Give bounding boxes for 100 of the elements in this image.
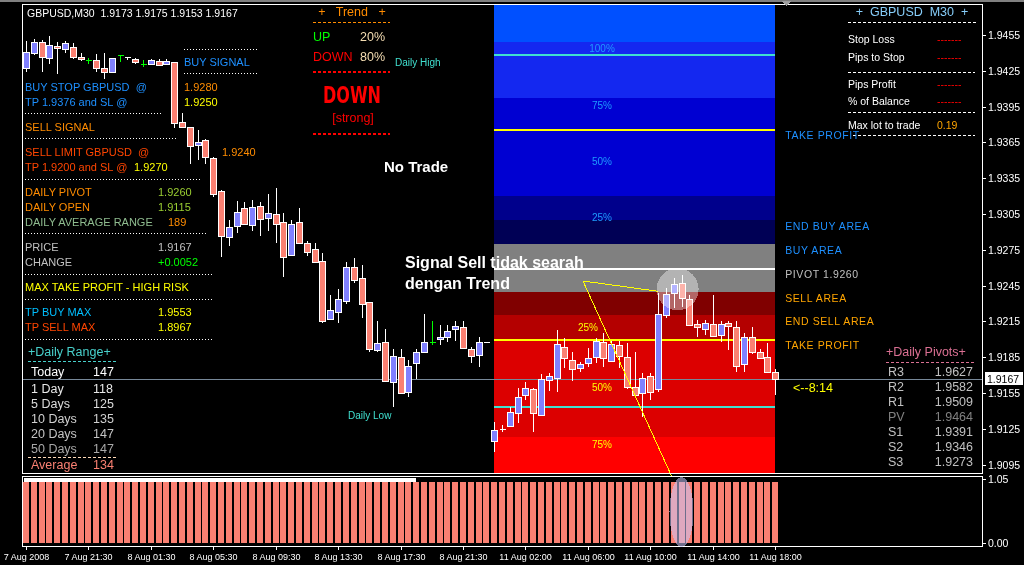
annotation: 1.9553	[158, 306, 192, 318]
annotation: PV	[888, 410, 906, 424]
annotation: S3	[888, 455, 904, 469]
annotation: +Daily Pivots+	[886, 345, 966, 359]
y-tick-label: 1.9365	[988, 136, 1021, 149]
annotation: 10 Days	[31, 412, 77, 426]
y-tick-label: 1.9395	[988, 100, 1021, 113]
annotation: 20 Days	[31, 427, 77, 441]
annotation: +0.0052	[158, 256, 199, 268]
y-tick-label: 1.9155	[988, 387, 1021, 400]
annotation: Today	[31, 365, 66, 379]
annotation: + Trend +	[318, 5, 386, 19]
annotation: 100%	[589, 42, 615, 54]
annotation: 118	[93, 382, 113, 396]
y-tick-label: 1.9095	[988, 458, 1021, 471]
annotation: UP	[313, 30, 331, 44]
annotation: 1.9273	[934, 455, 974, 469]
annotation: DAILY PIVOT	[25, 186, 93, 198]
candlestick	[585, 347, 592, 368]
y-tick-label: 1.05	[988, 473, 1009, 486]
candlestick	[429, 320, 436, 346]
band-label: END BUY AREA	[785, 220, 870, 232]
annotation: <--8:14	[793, 381, 833, 395]
y-tick-label: 1.9125	[988, 422, 1021, 435]
x-tick-label: 7 Aug 21:30	[64, 552, 113, 562]
annotation: MAX TAKE PROFIT - HIGH RISK	[25, 281, 190, 293]
annotation: 147	[93, 427, 114, 441]
ref-line-label: 1.9167	[987, 372, 1020, 385]
annotation: +Daily Range+	[28, 345, 111, 359]
ref-line-label: TAKE PROFIT	[785, 129, 860, 142]
y-tick-label: 1.9335	[988, 172, 1021, 185]
annotation: 1.9270	[134, 161, 168, 173]
y-tick-label: 0.00	[988, 536, 1009, 549]
x-tick-label: 8 Aug 17:30	[377, 552, 426, 562]
annotation: DAILY OPEN	[25, 201, 91, 213]
annotation: 1 Day	[31, 382, 65, 396]
x-tick-label: 8 Aug 09:30	[252, 552, 301, 562]
annotation: DOWN	[313, 50, 353, 64]
annotation: Daily High	[395, 56, 441, 68]
annotation: 1.9280	[184, 81, 218, 93]
annotation: + GBPUSD M30 +	[855, 5, 969, 19]
annotation: [strong]	[332, 111, 374, 125]
annotation: SELL LIMIT GBPUSD @	[25, 146, 150, 158]
band-label: END SELL AREA	[785, 315, 875, 328]
x-tick-label: 8 Aug 05:30	[189, 552, 238, 562]
annotation: 5 Days	[31, 397, 70, 411]
y-tick-label: 1.9455	[988, 29, 1021, 42]
annotation: 25%	[577, 321, 599, 333]
x-tick-label: 11 Aug 02:00	[499, 552, 552, 562]
annotation: 1.9240	[222, 146, 256, 158]
annotation: R3	[888, 365, 905, 379]
x-tick-label: 11 Aug 10:00	[624, 552, 677, 562]
annotation: TP 1.9200 and SL @	[25, 161, 128, 173]
y-tick-label: 1.9305	[988, 208, 1021, 221]
annotation: 25%	[591, 211, 613, 223]
annotation: 75%	[591, 438, 613, 450]
annotation: -------	[937, 78, 962, 90]
annotation: Max lot to trade	[848, 119, 921, 131]
annotation: DOWN	[323, 82, 407, 108]
annotation: DAILY AVERAGE RANGE	[25, 216, 153, 228]
candlestick	[491, 421, 498, 453]
annotation: BUY SIGNAL	[184, 56, 250, 68]
annotation: 1.9250	[184, 96, 218, 108]
annotation: PRICE	[25, 241, 59, 253]
annotation: 1.9167	[158, 241, 192, 253]
annotation: 1.9115	[158, 201, 191, 213]
annotation: 1.9346	[934, 440, 974, 454]
y-tick-label: 1.9425	[988, 64, 1021, 77]
annotation: 147	[93, 365, 114, 379]
annotation: Pips Profit	[848, 78, 896, 90]
annotation: -------	[937, 51, 962, 63]
annotation: 1.9464	[934, 410, 974, 424]
annotation: -------	[937, 95, 962, 107]
y-tick-label: 1.9215	[988, 315, 1021, 328]
annotation: 80%	[360, 50, 386, 64]
ref-line-label: TAKE PROFIT	[785, 339, 860, 352]
annotation: 1.9391	[934, 425, 974, 439]
annotation: 1.8967	[158, 321, 192, 333]
annotation: 1.9582	[934, 380, 974, 394]
x-tick-label: 7 Aug 2008	[3, 552, 50, 562]
annotation: Average	[31, 458, 78, 472]
x-tick-label: 11 Aug 06:00	[562, 552, 615, 562]
annotation: R2	[888, 380, 905, 394]
annotation: % of Balance	[848, 95, 911, 107]
annotation: 135	[93, 412, 114, 426]
annotation: 125	[93, 397, 114, 411]
annotation: 189	[168, 216, 187, 228]
annotation: TP SELL MAX	[25, 321, 96, 333]
band-label: SELL AREA	[785, 291, 847, 304]
x-tick-label: 8 Aug 13:30	[314, 552, 363, 562]
y-tick-label: 1.9185	[988, 351, 1021, 364]
band-label: BUY AREA	[785, 243, 843, 256]
ref-line-label: PIVOT 1.9260	[785, 267, 859, 280]
annotation: No Trade	[384, 157, 449, 175]
annotation: 134	[93, 458, 114, 472]
annotation: 0.19	[937, 119, 958, 131]
annotation: SELL SIGNAL	[25, 121, 95, 133]
y-tick-label: 1.9275	[988, 243, 1021, 256]
annotation: 50 Days	[31, 442, 77, 456]
y-tick-label: 1.9245	[988, 279, 1021, 292]
